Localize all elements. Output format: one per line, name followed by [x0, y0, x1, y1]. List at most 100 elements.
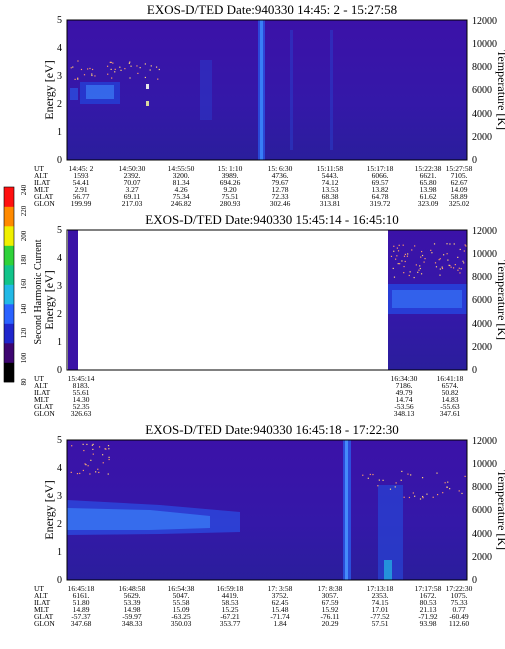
- eph-value: 8183.: [73, 381, 90, 390]
- eph-value: 72.33: [272, 192, 289, 201]
- temperature-point: [130, 65, 132, 67]
- temperature-point: [102, 462, 104, 464]
- eph-value: 16:59:18: [217, 584, 244, 593]
- p2-y2tick-3: 6000: [472, 295, 492, 306]
- panel-3-title: EXOS-D/TED Date:940330 16:45:18 - 17:22:…: [145, 422, 398, 437]
- eph-value: 302.46: [270, 199, 291, 208]
- eph-value: 4419.: [222, 591, 239, 600]
- temperature-point: [89, 67, 91, 70]
- eph-value: 52.35: [73, 402, 90, 411]
- p1-ytick-0: 0: [57, 155, 62, 166]
- temperature-point: [439, 274, 441, 276]
- temperature-point: [420, 256, 422, 258]
- p2-ytick-4: 4: [57, 253, 62, 264]
- eph-value: 58.53: [222, 598, 239, 607]
- temperature-point: [98, 446, 101, 448]
- p2-eph-label-2: ILAT: [34, 388, 51, 397]
- temperature-point: [114, 71, 116, 73]
- eph-value: 6066.: [372, 171, 389, 180]
- eph-value: 1075.: [451, 591, 468, 600]
- eph-value: 20.29: [322, 619, 339, 628]
- temperature-point: [434, 262, 437, 264]
- temperature-point: [70, 67, 72, 69]
- temperature-point: [77, 60, 79, 62]
- temperature-point: [446, 243, 448, 245]
- eph-value: -76.11: [320, 612, 339, 621]
- eph-value: 62.67: [451, 178, 468, 187]
- eph-value: 70.07: [124, 178, 141, 187]
- eph-value: -71.92: [418, 612, 438, 621]
- temperature-point: [459, 272, 461, 274]
- eph-value: 75.34: [173, 192, 190, 201]
- cbar-tick-5: 180: [20, 254, 28, 265]
- temperature-point: [79, 472, 81, 475]
- temperature-point: [129, 77, 131, 79]
- temperature-point: [158, 68, 160, 71]
- eph-value: 13.98: [420, 185, 437, 194]
- cbar-tick-3: 140: [20, 303, 28, 314]
- panel-2-y2-axis: 0 2000 4000 6000 8000 10000 12000 Temper…: [472, 226, 505, 376]
- p3-eph-label-0: UT: [34, 584, 44, 593]
- colorbar-block: [4, 265, 14, 285]
- eph-value: 347.61: [440, 409, 461, 418]
- p3-ytick-2: 2: [57, 519, 62, 530]
- eph-value: 326.63: [71, 409, 92, 418]
- eph-value: 62.45: [272, 598, 289, 607]
- eph-value: -60.49: [449, 612, 469, 621]
- temperature-point: [107, 445, 110, 447]
- temperature-point: [92, 443, 94, 445]
- temperature-point: [144, 76, 146, 79]
- temperature-point: [432, 496, 434, 498]
- p2-ytick-3: 3: [57, 281, 62, 292]
- temperature-point: [400, 479, 402, 481]
- p2-ytick-2: 2: [57, 309, 62, 320]
- panel-1-y2-axis: 0 2000 4000 6000 8000 10000 12000 Temper…: [472, 16, 505, 166]
- temperature-point: [112, 62, 114, 64]
- eph-value: 2353.: [372, 591, 389, 600]
- panel-3-y-axis: 0 1 2 3 4 5 Energy [eV]: [42, 435, 62, 586]
- temperature-point: [89, 473, 91, 475]
- eph-value: 14:45: 2: [69, 164, 94, 173]
- temperature-point: [105, 448, 107, 450]
- p3-eph-label-4: GLAT: [34, 612, 54, 621]
- eph-value: 14.98: [124, 605, 141, 614]
- temperature-point: [409, 271, 411, 273]
- p1-y2label: Temperature [K]: [495, 50, 505, 130]
- colorbar-block: [4, 245, 14, 266]
- eph-value: 81.34: [173, 178, 190, 187]
- p3-y2tick-1: 2000: [472, 552, 492, 563]
- temperature-point: [436, 493, 439, 496]
- eph-value: 75.51: [222, 192, 239, 201]
- p2-y2tick-0: 0: [472, 365, 477, 376]
- eph-value: 199.99: [71, 199, 92, 208]
- eph-value: 55.61: [73, 388, 90, 397]
- eph-value: 57.51: [372, 619, 389, 628]
- temperature-point: [443, 254, 445, 256]
- temperature-point: [71, 445, 73, 447]
- temperature-point: [408, 274, 410, 277]
- p2-eph-label-5: GLON: [34, 409, 55, 418]
- temperature-point: [398, 244, 400, 246]
- colorbar-block: [4, 206, 14, 227]
- temperature-point: [457, 256, 459, 258]
- p2-y2label: Temperature [K]: [495, 260, 505, 340]
- temperature-point: [447, 481, 449, 483]
- p3-ytick-5: 5: [57, 435, 62, 446]
- eph-value: 54.41: [73, 178, 90, 187]
- eph-value: 319.72: [370, 199, 391, 208]
- p3-ytick-3: 3: [57, 491, 62, 502]
- p2-ylabel: Energy [eV]: [42, 270, 56, 329]
- temperature-point: [382, 479, 384, 481]
- eph-value: 348.13: [394, 409, 415, 418]
- p3-ytick-1: 1: [57, 547, 62, 558]
- temperature-point: [150, 65, 152, 67]
- temperature-point: [424, 258, 426, 260]
- temperature-point: [435, 266, 438, 268]
- eph-value: 16:34:30: [391, 374, 418, 383]
- temperature-point: [430, 249, 432, 251]
- temperature-point: [394, 486, 396, 488]
- temperature-point: [419, 265, 421, 267]
- temperature-point: [418, 269, 420, 271]
- eph-value: 16:48:58: [119, 584, 146, 593]
